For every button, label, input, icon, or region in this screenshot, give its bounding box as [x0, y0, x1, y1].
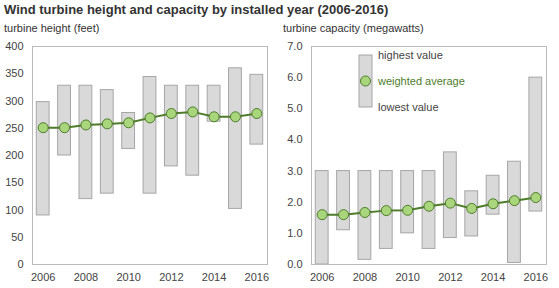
svg-text:2.0: 2.0 [287, 196, 302, 208]
svg-text:lowest value: lowest value [378, 101, 439, 113]
svg-text:2014: 2014 [481, 271, 505, 283]
svg-text:2016: 2016 [245, 271, 269, 283]
svg-text:6.0: 6.0 [287, 71, 302, 83]
html-text:turbine capacity (megawatts): turbine capacity (megawatts) [283, 22, 424, 34]
svg-text:2008: 2008 [74, 271, 98, 283]
svg-text:2012: 2012 [438, 271, 462, 283]
svg-text:2006: 2006 [310, 271, 334, 283]
svg-text:weighted average: weighted average [377, 75, 465, 87]
svg-text:250: 250 [5, 122, 23, 134]
html-text:turbine height (feet): turbine height (feet) [4, 22, 100, 34]
svg-text:2012: 2012 [159, 271, 183, 283]
svg-text:0.0: 0.0 [287, 258, 302, 270]
svg-text:2010: 2010 [395, 271, 419, 283]
svg-text:7.0: 7.0 [287, 40, 302, 52]
svg-text:5.0: 5.0 [287, 102, 302, 114]
svg-text:3.0: 3.0 [287, 165, 302, 177]
html-text:Wind turbine height and capaci: Wind turbine height and capacity by inst… [4, 2, 389, 17]
svg-text:4.0: 4.0 [287, 133, 302, 145]
svg-text:2016: 2016 [524, 271, 548, 283]
svg-text:50: 50 [11, 231, 23, 243]
svg-text:2008: 2008 [353, 271, 377, 283]
svg-text:highest value: highest value [378, 50, 443, 61]
svg-text:350: 350 [5, 67, 23, 79]
svg-text:150: 150 [5, 176, 23, 188]
svg-text:100: 100 [5, 204, 23, 216]
svg-text:2014: 2014 [202, 271, 226, 283]
svg-text:200: 200 [5, 149, 23, 161]
svg-text:1.0: 1.0 [287, 227, 302, 239]
svg-text:0: 0 [17, 258, 23, 270]
svg-text:400: 400 [5, 40, 23, 52]
svg-text:300: 300 [5, 95, 23, 107]
svg-text:2010: 2010 [116, 271, 140, 283]
svg-text:2006: 2006 [31, 271, 55, 283]
